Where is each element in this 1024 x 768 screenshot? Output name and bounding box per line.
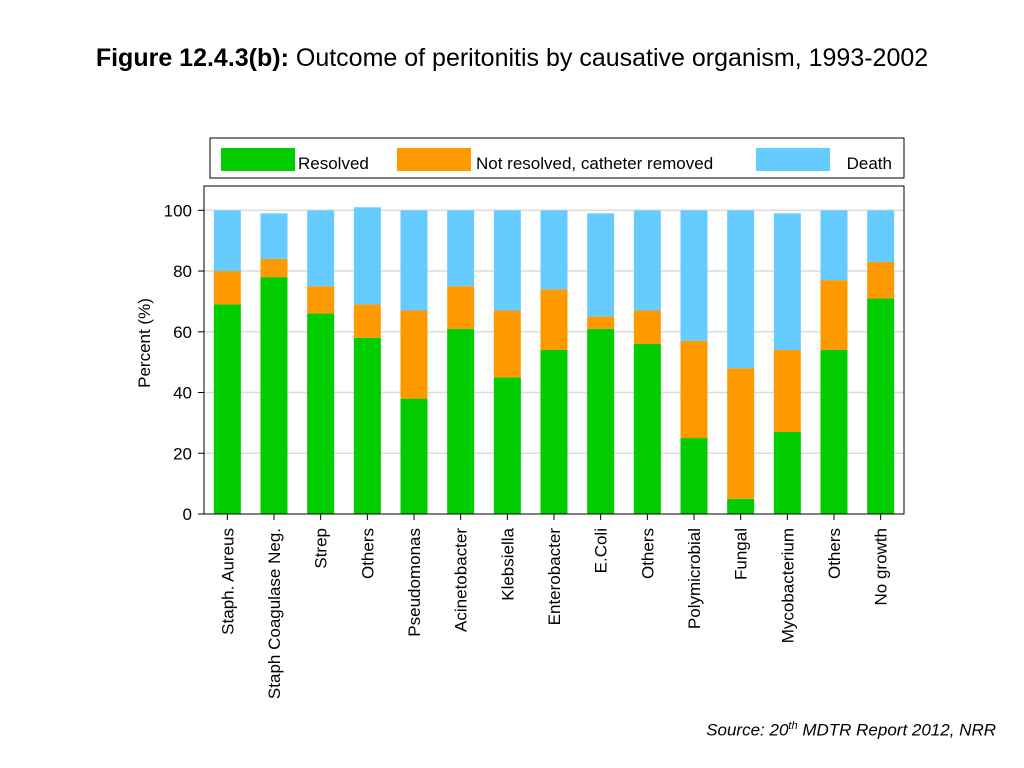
bar-segment-not-resolved-catheter-removed [587,316,615,329]
x-tick-label: Staph. Aureus [218,528,237,635]
x-tick-label: Fungal [732,528,751,580]
x-tick-label: Acinetobacter [452,528,471,632]
legend-label-0: Resolved [298,154,369,173]
bar-segment-not-resolved-catheter-removed [680,340,708,439]
x-tick-label: Strep [312,528,331,569]
y-tick-label: 60 [173,323,192,342]
bar-segment-resolved [633,343,661,514]
x-tick-label: Mycobacterium [778,528,797,643]
bar-segment-resolved [540,350,568,514]
figure-title-text: Outcome of peritonitis by causative orga… [295,44,929,72]
bar-segment-death [680,210,708,341]
x-tick-label: Polymicrobial [685,528,704,629]
bar-segment-death [540,210,568,290]
bar-segment-not-resolved-catheter-removed [353,304,381,338]
bar-segment-resolved [773,432,801,514]
x-tick-label: E.Coli [592,528,611,573]
bar-segment-death [587,213,615,317]
x-tick-label: Others [638,528,657,579]
bar-segment-not-resolved-catheter-removed [727,368,755,499]
bar-segment-not-resolved-catheter-removed [493,310,521,378]
bar-segment-not-resolved-catheter-removed [633,310,661,344]
bar-segment-resolved [493,377,521,514]
legend-label-2: Death [847,154,892,173]
y-tick-label: 0 [183,505,192,524]
bar-segment-death [773,213,801,350]
x-tick-label: Staph Coagulase Neg. [265,528,284,699]
legend-swatch-0 [221,148,295,171]
bar-segment-death [633,210,661,311]
x-tick-label: Pseudomonas [405,528,424,637]
y-tick-label: 20 [173,444,192,463]
x-tick-label: Enterobacter [545,528,564,626]
x-tick-label: Klebsiella [498,527,517,600]
source-superscript: th [788,720,798,732]
legend-label-1: Not resolved, catheter removed [476,154,713,173]
bar-segment-death [447,210,475,287]
plot-frame [203,185,905,515]
plot-area: 0 20 40 60 80 100 Percent (%) Staph. Aureus Stap… [135,185,905,699]
bar-segment-not-resolved-catheter-removed [213,271,241,305]
bar-segment-resolved [587,328,615,514]
figure-label: Figure 12.4.3(b): [95,44,289,72]
bar-segment-not-resolved-catheter-removed [773,350,801,432]
bar-segment-death [213,210,241,272]
x-tick-label: No growth [872,528,891,605]
bar-segment-not-resolved-catheter-removed [447,286,475,329]
bar-segment-death [727,210,755,369]
bar-segment-resolved [680,438,708,514]
bar-segment-not-resolved-catheter-removed [540,289,568,350]
bar-segment-resolved [820,350,848,514]
y-tick-label: 80 [173,262,192,281]
bar-segment-resolved [307,313,335,514]
bar-segment-death [260,213,288,259]
bar-segment-death [820,210,848,281]
source-prefix: Source: 20 [706,720,789,740]
bar-segment-resolved [400,398,428,514]
source-suffix: MDTR Report 2012, NRR [797,720,996,740]
bar-segment-death [400,210,428,311]
bar-segment-not-resolved-catheter-removed [260,258,288,278]
y-tick-label: 100 [164,201,192,220]
bar-segment-not-resolved-catheter-removed [400,310,428,399]
bar-segment-not-resolved-catheter-removed [820,280,848,350]
bar-segment-not-resolved-catheter-removed [307,286,335,314]
bar-segment-resolved [353,337,381,514]
bar-segment-death [867,210,895,262]
bar-segment-resolved [260,277,288,514]
y-tick-label: 40 [173,384,192,403]
bar-segment-death [307,210,335,287]
bar-segment-death [353,207,381,305]
source-note: Source: 20th MDTR Report 2012, NRR [706,720,996,741]
bar-segment-resolved [447,328,475,514]
bar-segment-resolved [213,304,241,514]
bar-segment-not-resolved-catheter-removed [867,261,895,299]
bar-segment-death [493,210,521,311]
x-tick-label: Others [358,528,377,579]
x-tick-label: Others [825,528,844,579]
legend-swatch-1 [397,148,471,171]
legend-swatch-2 [756,148,830,171]
y-axis-label: Percent (%) [135,298,154,388]
chart-legend: Resolved Not resolved, catheter removed De… [209,137,905,179]
figure-title: Figure 12.4.3(b): Outcome of peritonitis… [40,40,984,76]
bar-segment-resolved [727,498,755,514]
bar-segment-resolved [867,298,895,514]
